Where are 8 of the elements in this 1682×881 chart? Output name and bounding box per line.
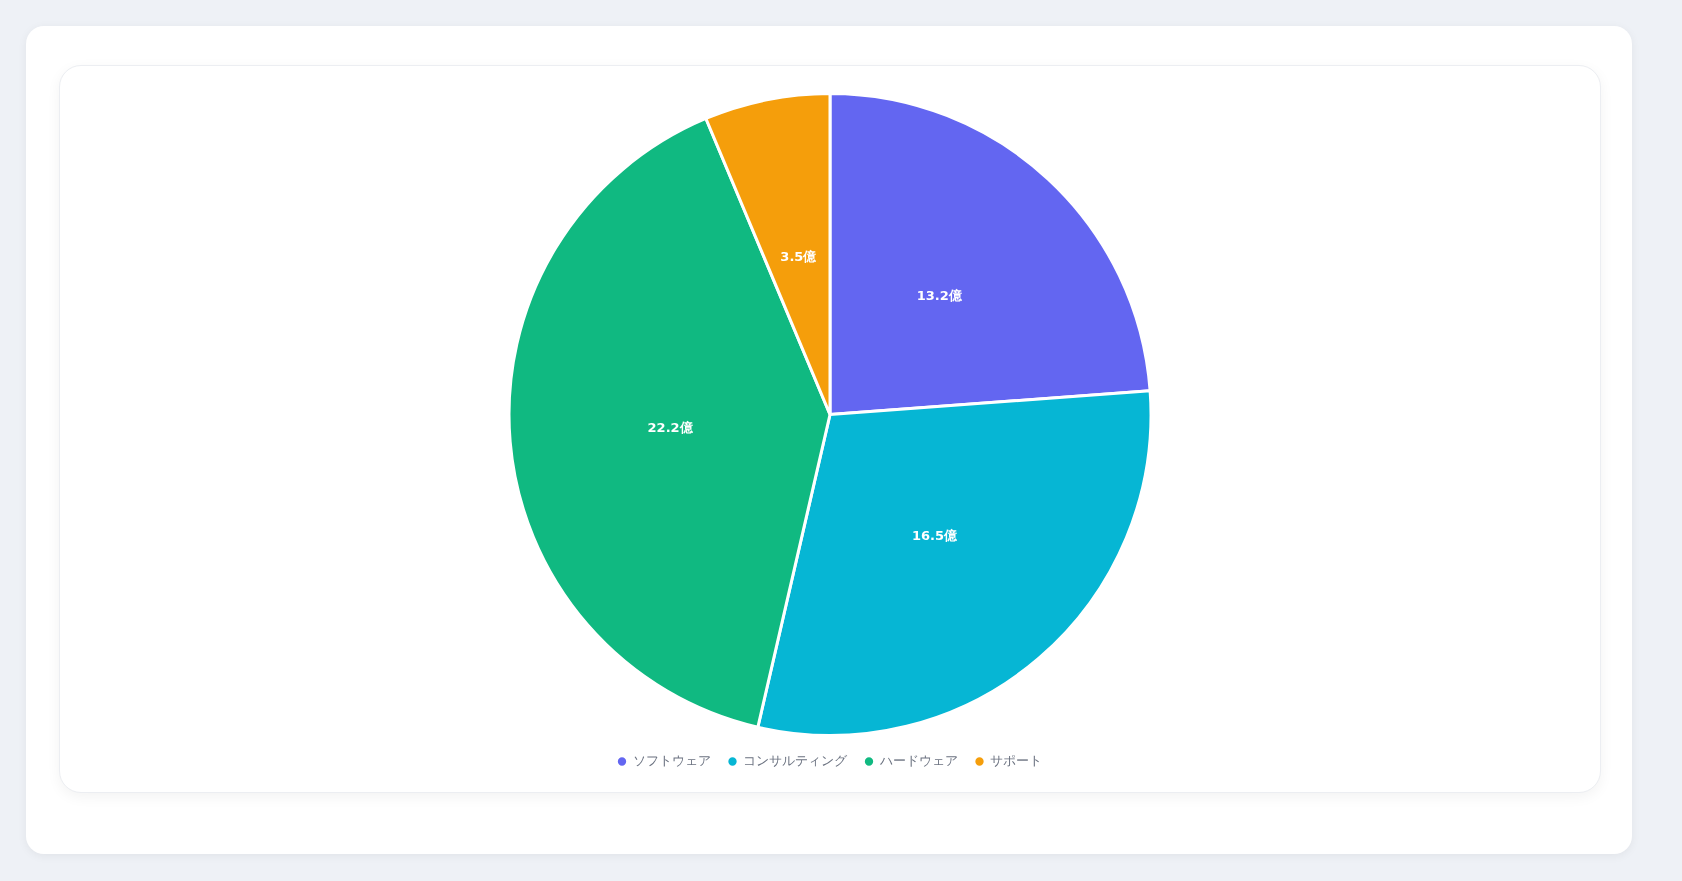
data-label: 16.5億	[911, 527, 959, 543]
legend-label: サポート	[990, 752, 1042, 768]
data-label: 3.5億	[780, 248, 818, 264]
legend-label: ソフトウェア	[632, 752, 711, 768]
legend-label: ハードウェア	[878, 752, 958, 768]
legend-label: コンサルティング	[743, 752, 848, 768]
data-label: 22.2億	[647, 419, 694, 435]
data-label: 13.2億	[916, 288, 963, 304]
